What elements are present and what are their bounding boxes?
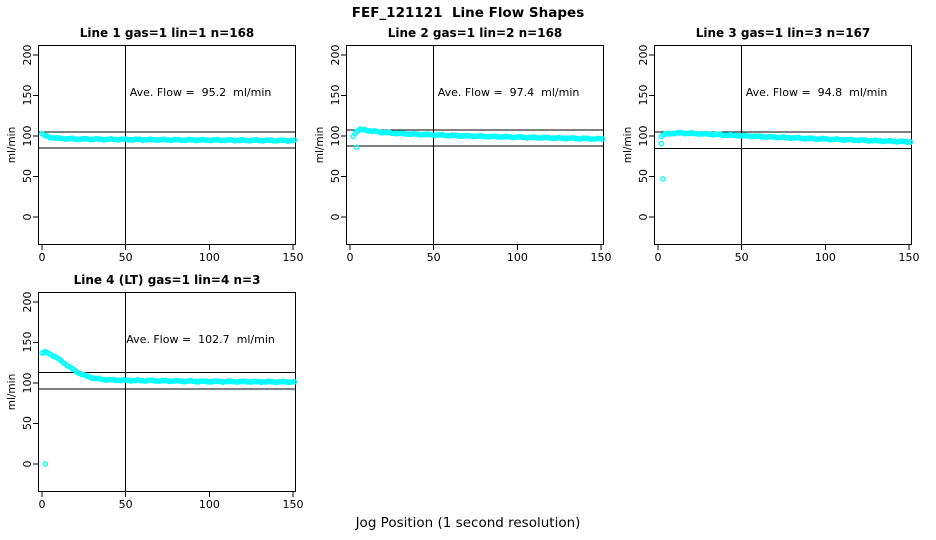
subplot-line-3: Line 3 gas=1 lin=3 n=167 ml/min Ave. Flo…	[622, 26, 919, 264]
y-tick-label: 50	[329, 169, 342, 184]
y-tick-label: 100	[21, 372, 34, 394]
y-tick-label: 0	[21, 460, 34, 468]
y-tick-label: 150	[21, 331, 34, 353]
y-tick-label: 0	[21, 213, 34, 221]
plot-area	[33, 45, 298, 250]
subplot-title: Line 4 (LT) gas=1 lin=4 n=3	[73, 273, 261, 287]
y-tick-label: 200	[21, 44, 34, 66]
y-tick-label: 200	[21, 291, 34, 313]
x-tick-label: 150	[282, 251, 304, 264]
plot-area	[649, 45, 914, 250]
y-tick-label: 100	[329, 125, 342, 147]
y-tick-label: 150	[21, 84, 34, 106]
x-tick-label: 0	[346, 251, 354, 264]
plot-box	[654, 45, 912, 245]
y-tick-label: 50	[21, 416, 34, 431]
y-tick-label: 150	[637, 84, 650, 106]
x-tick-label: 100	[506, 251, 528, 264]
y-tick-label: 150	[329, 84, 342, 106]
subplot-line-1: Line 1 gas=1 lin=1 n=168 ml/min Ave. Flo…	[6, 26, 303, 264]
subplot-line-4: Line 4 (LT) gas=1 lin=4 n=3 ml/min Ave. …	[6, 273, 303, 511]
plot-box	[38, 45, 296, 245]
data-point	[907, 139, 914, 145]
x-tick-label: 100	[198, 251, 220, 264]
x-tick-label: 50	[118, 498, 133, 511]
subplot-line-2: Line 2 gas=1 lin=2 n=168 ml/min Ave. Flo…	[314, 26, 611, 264]
y-axis-label: ml/min	[622, 126, 634, 164]
y-tick-label: 50	[637, 169, 650, 184]
plot-area	[33, 292, 298, 497]
x-tick-label: 50	[426, 251, 441, 264]
y-tick-label: 200	[329, 44, 342, 66]
x-tick-label: 50	[734, 251, 749, 264]
x-tick-label: 0	[38, 251, 46, 264]
data-point	[42, 461, 49, 467]
data-point	[660, 176, 666, 182]
plot-area	[341, 45, 606, 250]
data-point	[291, 379, 298, 385]
y-axis-label: ml/min	[6, 373, 18, 411]
data-point	[291, 137, 298, 143]
x-tick-label: 100	[814, 251, 836, 264]
data-point	[353, 144, 360, 151]
figure-title: FEF_121121 Line Flow Shapes	[351, 5, 585, 21]
x-tick-label: 150	[898, 251, 920, 264]
x-tick-label: 150	[590, 251, 612, 264]
subplot-title: Line 2 gas=1 lin=2 n=168	[387, 26, 563, 40]
data-point	[599, 136, 606, 142]
data-point	[658, 140, 665, 147]
ave-flow-annotation: Ave. Flow = 97.4 ml/min	[437, 86, 580, 99]
y-axis-label: ml/min	[6, 126, 18, 164]
x-axis-label: Jog Position (1 second resolution)	[355, 515, 581, 531]
y-tick-label: 50	[21, 169, 34, 184]
y-tick-label: 0	[329, 213, 342, 221]
x-tick-label: 100	[198, 498, 220, 511]
plot-box	[346, 45, 604, 245]
plot-box	[38, 292, 296, 492]
x-tick-label: 0	[38, 498, 46, 511]
y-tick-label: 0	[637, 213, 650, 221]
y-tick-label: 100	[637, 125, 650, 147]
ave-flow-annotation: Ave. Flow = 95.2 ml/min	[129, 86, 272, 99]
x-tick-label: 150	[282, 498, 304, 511]
y-tick-label: 100	[21, 125, 34, 147]
y-tick-label: 200	[637, 44, 650, 66]
subplot-title: Line 1 gas=1 lin=1 n=168	[79, 26, 255, 40]
ave-flow-annotation: Ave. Flow = 102.7 ml/min	[126, 333, 275, 346]
y-axis-label: ml/min	[314, 126, 326, 164]
x-tick-label: 0	[654, 251, 662, 264]
x-tick-label: 50	[118, 251, 133, 264]
ave-flow-annotation: Ave. Flow = 94.8 ml/min	[745, 86, 888, 99]
subplot-title: Line 3 gas=1 lin=3 n=167	[695, 26, 871, 40]
